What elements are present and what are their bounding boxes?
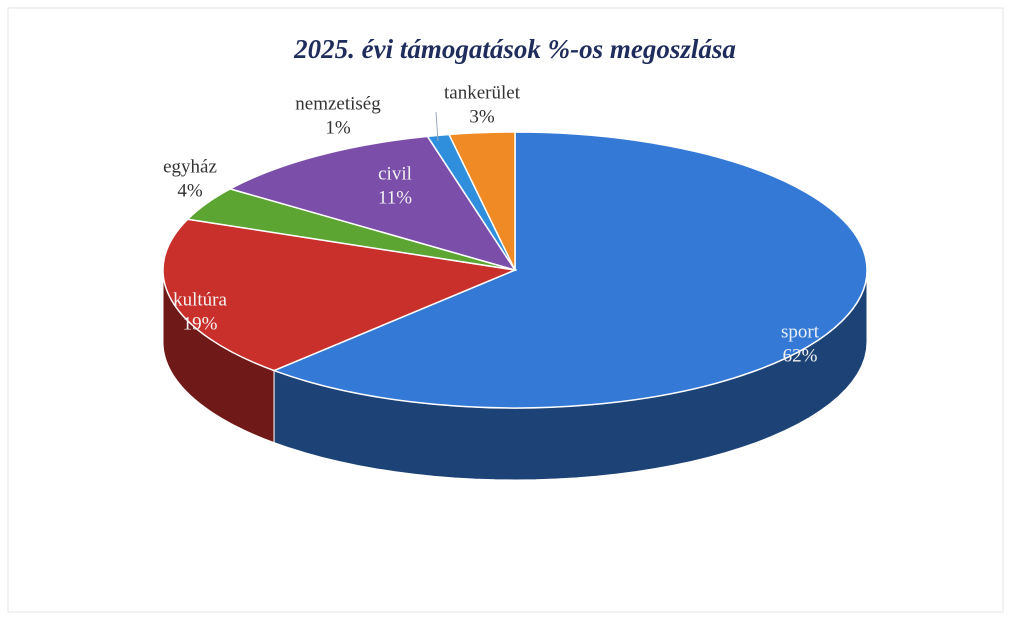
data-label-name: kultúra [173,289,227,310]
data-label-name: egyház [163,156,217,177]
data-label-value: 3% [469,106,495,127]
data-label-name: tankerület [444,82,521,103]
data-label-name: sport [781,321,820,342]
chart-title: 2025. évi támogatások %-os megoszlása [293,34,736,64]
data-label-value: 11% [378,187,412,208]
slice [271,131,868,409]
data-label-value: 19% [183,313,218,334]
data-label-value: 1% [325,117,351,138]
slice [228,135,517,272]
data-label-name: civil [378,163,412,184]
data-label-value: 4% [177,180,203,201]
data-label-name: nemzetiség [295,93,381,114]
data-label-value: 62% [783,345,818,366]
slice [447,131,516,271]
leader-line [435,111,439,142]
